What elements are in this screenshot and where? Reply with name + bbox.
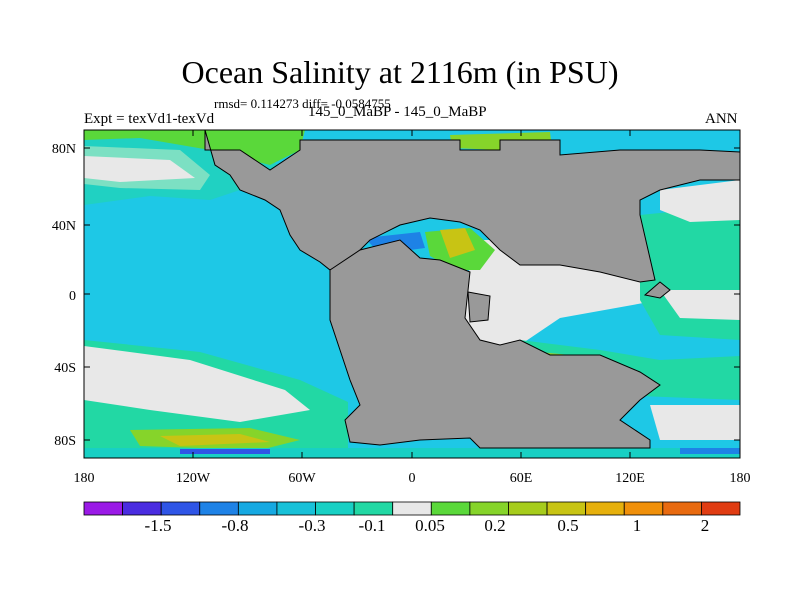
season-label: ANN <box>705 111 738 127</box>
colorbar-labels: -1.5 -0.8 -0.3 -0.1 0.05 0.2 0.5 1 2 <box>145 516 710 535</box>
y-tick-label: 40N <box>52 219 76 234</box>
antarctic-blue-strip <box>180 449 270 454</box>
colorbar-label: 1 <box>633 516 642 535</box>
x-tick-label: 180 <box>74 471 95 486</box>
east-island <box>643 281 671 299</box>
colorbar-swatch <box>701 501 741 516</box>
x-tick-labels: 180 120W 60W 0 60E 120E 180 <box>74 471 751 486</box>
x-tick-label: 60E <box>510 471 533 486</box>
east-equatorial-near-zero <box>660 290 740 320</box>
southeast-near-zero <box>650 405 740 440</box>
colorbar-swatch <box>508 501 548 516</box>
colorbar-swatch <box>392 501 432 516</box>
colorbar-swatch <box>662 501 702 516</box>
southern-ocean-near-zero <box>84 346 310 422</box>
colorbar-label: 0.5 <box>557 516 578 535</box>
laurasia-landmass <box>204 130 740 283</box>
colorbar-label: 0.05 <box>415 516 445 535</box>
colorbar-swatch <box>160 501 201 516</box>
east-antarctic-blue-strip <box>680 448 740 454</box>
colorbar-swatch <box>623 501 664 516</box>
x-tick-label: 120W <box>176 471 211 486</box>
land-masses <box>204 130 740 449</box>
tethys-yellow-anomaly <box>440 228 475 258</box>
colorbar-label: -0.3 <box>299 516 326 535</box>
experiment-label: Expt = texVd1-texVd <box>84 111 215 127</box>
x-tick-label: 120E <box>615 471 645 486</box>
tethys-near-zero <box>430 240 660 350</box>
indian-block <box>467 291 491 323</box>
x-tick-label: 0 <box>409 471 416 486</box>
colorbar-swatch <box>315 501 355 516</box>
colorbar-swatch <box>122 501 162 516</box>
colorbar-swatch <box>546 501 587 516</box>
north-pacific-white-core <box>84 156 195 182</box>
map-field <box>84 130 740 458</box>
colorbar-swatch <box>585 501 625 516</box>
east-north-near-zero <box>660 180 740 222</box>
southern-ocean-yellow <box>160 434 270 446</box>
y-tick-label: 0 <box>69 289 76 304</box>
colorbar-swatch <box>430 501 471 516</box>
y-tick-label: 80S <box>54 434 76 449</box>
east-tethys-teal <box>640 205 740 340</box>
x-tick-label: 180 <box>730 471 751 486</box>
y-tick-labels: 80N 40N 0 40S 80S <box>52 142 76 449</box>
y-tick-label: 80N <box>52 142 76 157</box>
plot-subtitle: 145_0_MaBP - 145_0_MaBP <box>308 104 487 120</box>
colorbar-label: 0.2 <box>484 516 505 535</box>
colorbar-swatch <box>199 501 239 516</box>
gondwana-landmass <box>329 239 661 449</box>
colorbar-label: -1.5 <box>145 516 172 535</box>
x-tick-label: 60W <box>288 471 316 486</box>
plot-title: Ocean Salinity at 2116m (in PSU) <box>181 54 619 90</box>
colorbar-swatch <box>276 501 316 516</box>
colorbar <box>83 501 741 516</box>
stats-line: rmsd= 0.114273 diff= -0.0584755 <box>214 96 391 111</box>
colorbar-label: -0.1 <box>359 516 386 535</box>
y-tick-label: 40S <box>54 361 76 376</box>
colorbar-swatch <box>353 501 394 516</box>
colorbar-swatch <box>469 501 509 516</box>
axis-ticks <box>83 130 741 458</box>
colorbar-label: -0.8 <box>222 516 249 535</box>
colorbar-swatch <box>83 501 123 516</box>
colorbar-label: 2 <box>701 516 710 535</box>
colorbar-swatch <box>237 501 278 516</box>
